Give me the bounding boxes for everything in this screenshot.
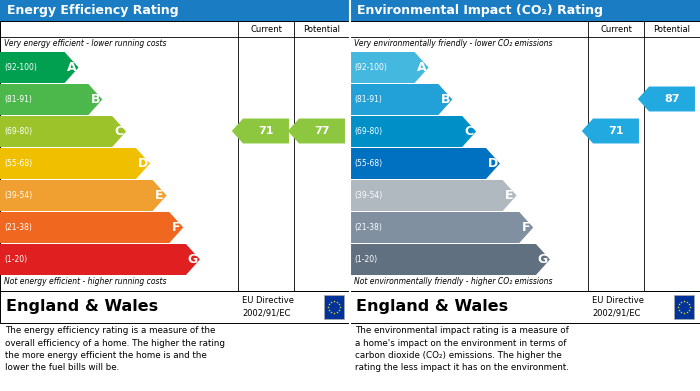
Text: (55-68): (55-68) — [354, 159, 382, 168]
Polygon shape — [350, 52, 428, 83]
Polygon shape — [350, 116, 476, 147]
Text: (39-54): (39-54) — [4, 191, 32, 200]
Text: 77: 77 — [314, 126, 330, 136]
Text: B: B — [440, 93, 450, 106]
Text: (55-68): (55-68) — [4, 159, 32, 168]
Text: Very energy efficient - lower running costs: Very energy efficient - lower running co… — [4, 39, 167, 48]
Polygon shape — [0, 116, 126, 147]
Text: E: E — [505, 189, 514, 202]
Text: G: G — [538, 253, 548, 266]
Text: Current: Current — [250, 25, 282, 34]
Bar — [0, 21, 350, 291]
Text: D: D — [138, 157, 148, 170]
Polygon shape — [350, 244, 550, 275]
Text: EU Directive
2002/91/EC: EU Directive 2002/91/EC — [592, 296, 644, 318]
Text: (69-80): (69-80) — [4, 127, 32, 136]
Text: 87: 87 — [664, 94, 680, 104]
Text: (92-100): (92-100) — [354, 63, 387, 72]
Text: (92-100): (92-100) — [4, 63, 37, 72]
Text: (21-38): (21-38) — [354, 223, 382, 232]
Polygon shape — [0, 52, 78, 83]
Text: England & Wales: England & Wales — [6, 300, 158, 314]
Text: F: F — [172, 221, 181, 234]
Text: Potential: Potential — [304, 25, 340, 34]
Bar — [350, 21, 700, 291]
Text: 71: 71 — [608, 126, 624, 136]
Bar — [0, 291, 350, 323]
Text: Energy Efficiency Rating: Energy Efficiency Rating — [7, 4, 178, 17]
Text: C: C — [465, 125, 474, 138]
Text: Current: Current — [600, 25, 632, 34]
Bar — [324, 295, 344, 319]
Text: (81-91): (81-91) — [354, 95, 382, 104]
Text: Environmental Impact (CO₂) Rating: Environmental Impact (CO₂) Rating — [357, 4, 603, 17]
Text: Very environmentally friendly - lower CO₂ emissions: Very environmentally friendly - lower CO… — [354, 39, 552, 48]
Polygon shape — [0, 84, 102, 115]
Polygon shape — [0, 148, 150, 179]
Text: The energy efficiency rating is a measure of the
overall efficiency of a home. T: The energy efficiency rating is a measur… — [5, 326, 225, 373]
Polygon shape — [350, 212, 533, 243]
Text: (21-38): (21-38) — [4, 223, 32, 232]
Bar — [674, 295, 694, 319]
Text: (1-20): (1-20) — [354, 255, 377, 264]
Text: Potential: Potential — [654, 25, 690, 34]
Text: A: A — [416, 61, 426, 74]
Text: Not environmentally friendly - higher CO₂ emissions: Not environmentally friendly - higher CO… — [354, 277, 552, 286]
Polygon shape — [0, 212, 183, 243]
Polygon shape — [0, 180, 167, 211]
Text: Not energy efficient - higher running costs: Not energy efficient - higher running co… — [4, 277, 167, 286]
Text: G: G — [188, 253, 198, 266]
Text: EU Directive
2002/91/EC: EU Directive 2002/91/EC — [242, 296, 294, 318]
Text: E: E — [155, 189, 164, 202]
Text: B: B — [90, 93, 100, 106]
Text: F: F — [522, 221, 531, 234]
Polygon shape — [582, 118, 639, 143]
Text: 71: 71 — [258, 126, 274, 136]
Polygon shape — [350, 84, 452, 115]
Text: (81-91): (81-91) — [4, 95, 32, 104]
Text: C: C — [115, 125, 124, 138]
Text: (39-54): (39-54) — [354, 191, 382, 200]
Polygon shape — [0, 244, 200, 275]
Polygon shape — [350, 180, 517, 211]
Bar — [0, 0, 350, 21]
Text: (1-20): (1-20) — [4, 255, 27, 264]
Text: (69-80): (69-80) — [354, 127, 382, 136]
Text: D: D — [488, 157, 498, 170]
Bar — [350, 0, 700, 21]
Text: A: A — [66, 61, 76, 74]
Text: England & Wales: England & Wales — [356, 300, 508, 314]
Text: The environmental impact rating is a measure of
a home's impact on the environme: The environmental impact rating is a mea… — [355, 326, 569, 373]
Polygon shape — [232, 118, 289, 143]
Polygon shape — [288, 118, 345, 143]
Polygon shape — [638, 86, 695, 111]
Polygon shape — [350, 148, 500, 179]
Bar — [350, 291, 700, 323]
